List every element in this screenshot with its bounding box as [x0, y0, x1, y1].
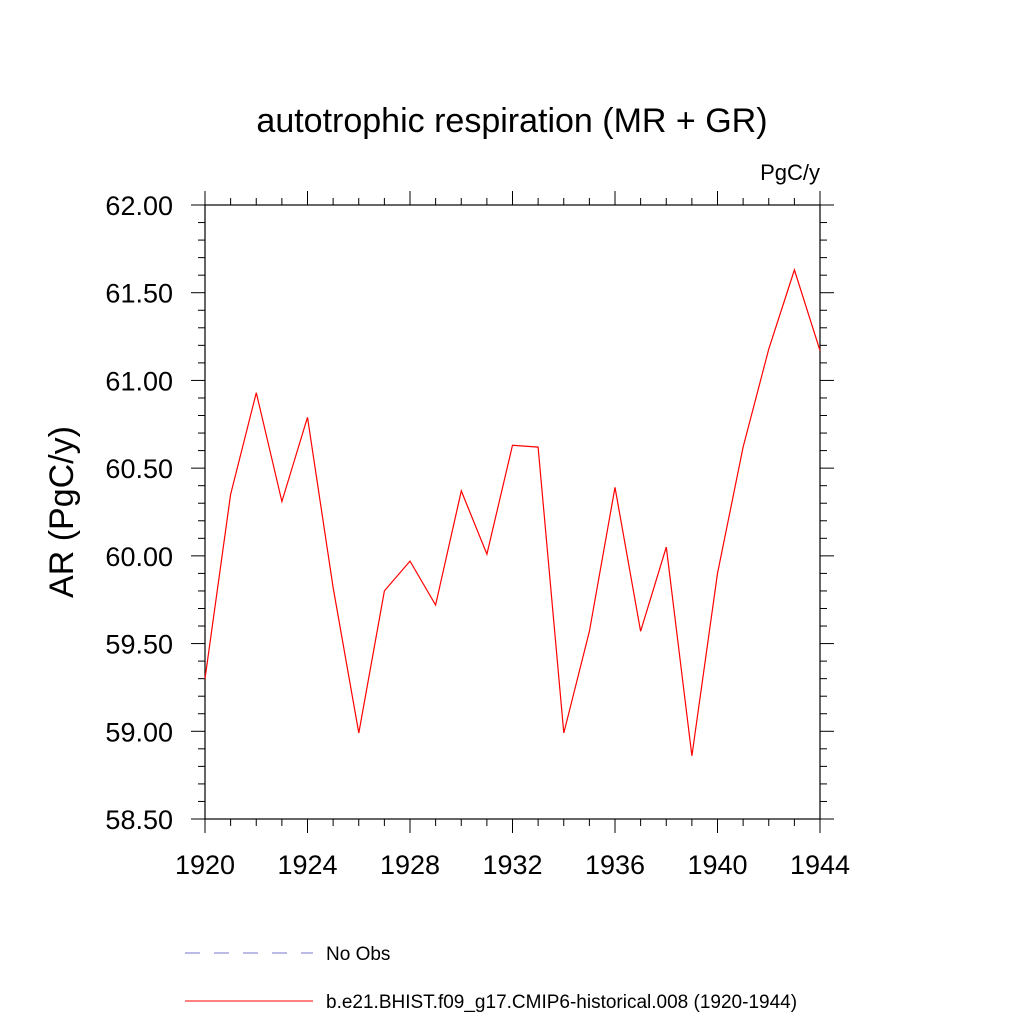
y-tick-label: 61.50 — [105, 279, 173, 309]
axis-ticks — [191, 191, 834, 833]
x-tick-label: 1944 — [790, 850, 850, 880]
series-lines — [204, 267, 821, 756]
x-tick-label: 1924 — [277, 850, 337, 880]
legend-label: No Obs — [326, 944, 390, 965]
legend: No Obs b.e21.BHIST.f09_g17.CMIP6-historic… — [185, 944, 797, 1013]
legend-label: b.e21.BHIST.f09_g17.CMIP6-historical.008… — [326, 992, 797, 1013]
x-tick-label: 1932 — [482, 850, 542, 880]
y-tick-label: 60.00 — [105, 542, 173, 572]
y-tick-label: 58.50 — [105, 805, 173, 835]
x-tick-labels: 1920 1924 1928 1932 1936 1940 1944 — [175, 850, 850, 880]
y-tick-label: 59.00 — [105, 717, 173, 747]
series-line — [204, 267, 821, 756]
chart-title: autotrophic respiration (MR + GR) — [256, 102, 767, 140]
x-tick-label: 1928 — [380, 850, 440, 880]
y-axis-label: AR (PgC/y) — [43, 426, 81, 598]
y-tick-label: 62.00 — [105, 191, 173, 221]
y-tick-labels: 58.50 59.00 59.50 60.00 60.50 61.00 61.50 62.00 — [105, 191, 173, 835]
y-tick-label: 61.00 — [105, 366, 173, 396]
x-tick-label: 1936 — [585, 850, 645, 880]
units-label: PgC/y — [760, 160, 820, 185]
x-tick-label: 1920 — [175, 850, 235, 880]
plot-frame — [204, 204, 821, 820]
y-tick-label: 59.50 — [105, 630, 173, 660]
x-tick-label: 1940 — [687, 850, 747, 880]
y-tick-label: 60.50 — [105, 454, 173, 484]
